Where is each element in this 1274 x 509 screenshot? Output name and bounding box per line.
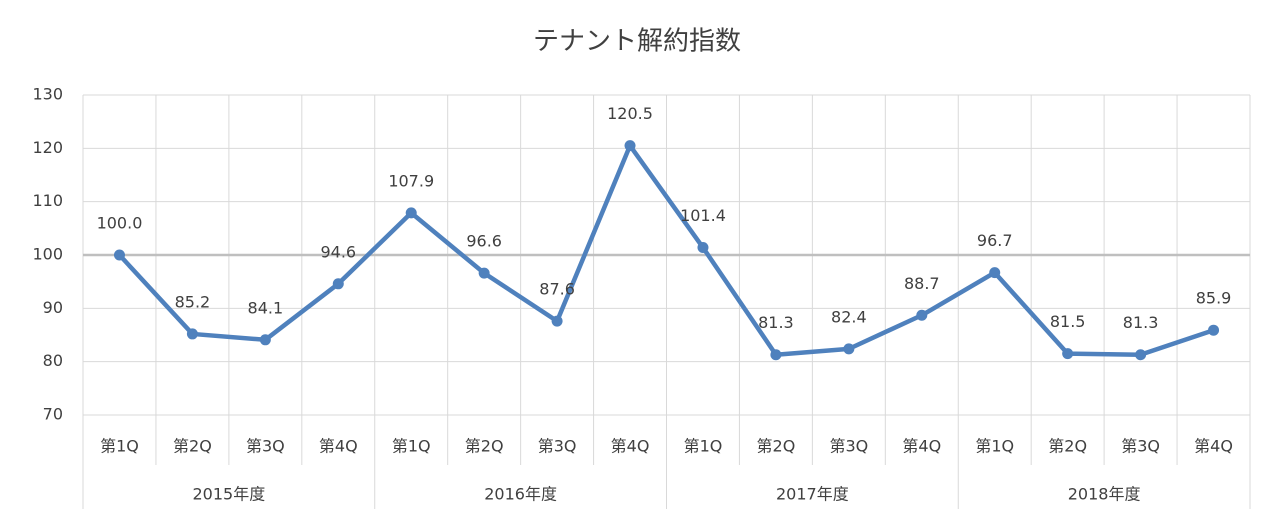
- data-label: 81.3: [1123, 313, 1159, 332]
- x-tick-label: 第3Q: [246, 437, 285, 456]
- data-label: 82.4: [831, 307, 867, 326]
- data-point: [697, 242, 709, 254]
- series-line: [117, 143, 1215, 357]
- data-label: 87.6: [539, 280, 575, 299]
- group-label: 2016年度: [484, 485, 557, 504]
- data-label: 94.6: [320, 242, 356, 261]
- data-point: [1208, 324, 1220, 336]
- chart-title: テナント解約指数: [533, 27, 741, 57]
- data-point: [624, 140, 636, 152]
- data-label: 120.5: [607, 104, 653, 123]
- y-tick-label: 130: [32, 85, 63, 104]
- x-tick-label: 第3Q: [538, 437, 577, 456]
- x-tick-label: 第3Q: [829, 437, 868, 456]
- x-tick-label: 第1Q: [684, 437, 723, 456]
- x-tick-label: 第1Q: [100, 437, 139, 456]
- data-label: 96.7: [977, 231, 1013, 250]
- data-point: [770, 349, 782, 361]
- x-tick-label: 第3Q: [1121, 437, 1160, 456]
- group-label: 2017年度: [776, 485, 849, 504]
- data-point: [332, 278, 344, 290]
- data-label: 85.2: [175, 292, 211, 311]
- x-tick-label: 第4Q: [611, 437, 650, 456]
- y-tick-label: 120: [32, 138, 63, 157]
- data-label: 84.1: [248, 298, 284, 317]
- data-point: [405, 207, 417, 219]
- y-tick-label: 70: [43, 405, 63, 424]
- x-tick-label: 第2Q: [757, 437, 796, 456]
- data-point: [259, 334, 271, 346]
- x-tick-label: 第1Q: [975, 437, 1014, 456]
- y-tick-label: 80: [43, 351, 63, 370]
- data-point: [1062, 348, 1074, 360]
- data-label: 96.6: [466, 232, 502, 251]
- x-tick-label: 第2Q: [1048, 437, 1087, 456]
- y-tick-label: 110: [32, 191, 63, 210]
- data-point: [551, 315, 563, 327]
- data-label: 81.5: [1050, 312, 1086, 331]
- data-point: [916, 309, 928, 321]
- data-point: [843, 343, 855, 355]
- x-tick-label: 第2Q: [173, 437, 212, 456]
- data-label: 81.3: [758, 313, 794, 332]
- data-point: [478, 267, 490, 279]
- group-label: 2018年度: [1068, 485, 1141, 504]
- x-tick-label: 第4Q: [1194, 437, 1233, 456]
- data-label: 85.9: [1196, 289, 1232, 308]
- group-label: 2015年度: [193, 485, 266, 504]
- y-tick-label: 90: [43, 298, 63, 317]
- data-label: 100.0: [97, 214, 143, 233]
- data-label: 101.4: [680, 206, 726, 225]
- data-point: [1135, 349, 1147, 361]
- x-tick-label: 第4Q: [902, 437, 941, 456]
- y-tick-label: 100: [32, 245, 63, 264]
- x-tick-label: 第2Q: [465, 437, 504, 456]
- data-point: [113, 249, 125, 261]
- data-label: 88.7: [904, 274, 940, 293]
- data-label: 107.9: [388, 171, 434, 190]
- data-point: [186, 328, 198, 340]
- x-tick-label: 第1Q: [392, 437, 431, 456]
- data-point: [989, 267, 1001, 279]
- x-tick-label: 第4Q: [319, 437, 358, 456]
